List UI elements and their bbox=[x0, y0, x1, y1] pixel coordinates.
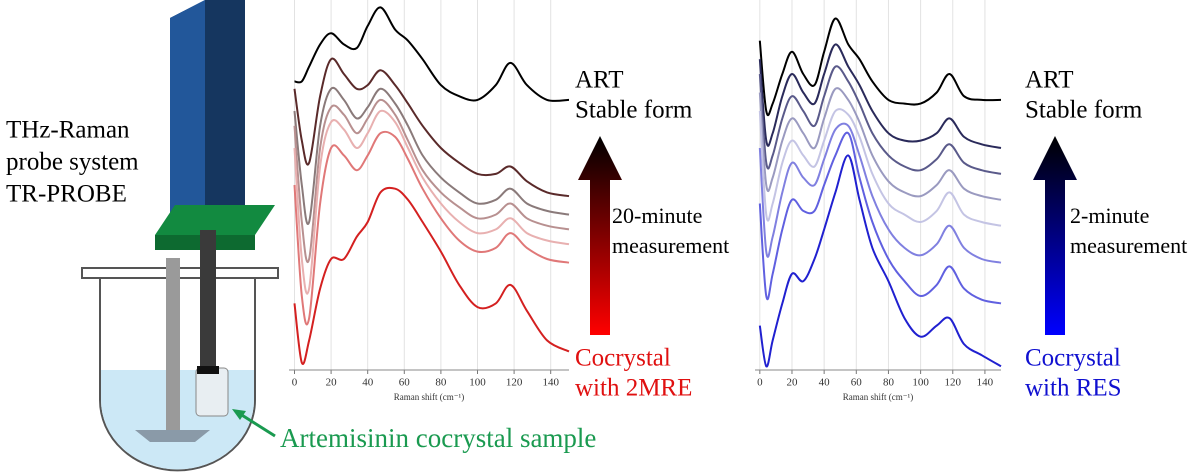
spectrum-line bbox=[758, 65, 1002, 175]
apparatus: THz-Raman probe system TR-PROBE Artemisi… bbox=[6, 0, 596, 472]
form-label: ART bbox=[1025, 67, 1074, 94]
x-tick-label: 40 bbox=[819, 377, 831, 389]
cocrystal-label: Cocrystal bbox=[575, 345, 671, 372]
spectrum-line bbox=[758, 131, 1002, 305]
spectrum-line bbox=[758, 87, 1002, 201]
x-tick-label: 140 bbox=[542, 377, 559, 389]
form-label: ART bbox=[575, 67, 624, 94]
x-tick-label: 120 bbox=[945, 377, 962, 389]
x-tick-label: 20 bbox=[786, 377, 798, 389]
time-arrow bbox=[578, 136, 622, 335]
x-tick-label: 120 bbox=[506, 377, 523, 389]
form-label: Stable form bbox=[1025, 97, 1143, 124]
spectrum-line bbox=[758, 43, 1002, 149]
x-tick-label: 0 bbox=[757, 377, 763, 389]
spectrum-line bbox=[758, 17, 1002, 117]
spectrum-line bbox=[758, 122, 1002, 264]
sample-label: Artemisinin cocrystal sample bbox=[280, 423, 596, 453]
time-arrow bbox=[1033, 136, 1077, 335]
time-label: measurement bbox=[612, 233, 729, 258]
x-tick-label: 100 bbox=[469, 377, 486, 389]
x-tick-label: 80 bbox=[435, 377, 447, 389]
spectrum-line bbox=[293, 86, 570, 226]
x-axis-label: Raman shift (cm⁻¹) bbox=[843, 392, 913, 402]
probe-label: TR-PROBE bbox=[6, 181, 127, 208]
x-tick-label: 60 bbox=[851, 377, 863, 389]
spectrum-line bbox=[758, 108, 1002, 227]
form-label: Stable form bbox=[575, 97, 693, 124]
time-label: measurement bbox=[1070, 233, 1187, 258]
probe-label: probe system bbox=[6, 149, 139, 176]
spectrum-line bbox=[293, 186, 570, 365]
spectrum-line bbox=[293, 109, 570, 295]
x-tick-label: 80 bbox=[883, 377, 895, 389]
x-tick-label: 20 bbox=[326, 377, 338, 389]
spectrum-line bbox=[293, 98, 570, 263]
spectrum-line bbox=[293, 57, 570, 198]
cocrystal-label: with 2MRE bbox=[575, 375, 692, 402]
spectrum-line bbox=[293, 130, 570, 326]
x-tick-label: 0 bbox=[292, 377, 298, 389]
x-tick-label: 40 bbox=[362, 377, 374, 389]
cocrystal-label: with RES bbox=[1025, 375, 1122, 402]
time-label: 2-minute bbox=[1070, 203, 1149, 228]
spectrum-line bbox=[758, 154, 1002, 368]
cocrystal-label: Cocrystal bbox=[1025, 345, 1121, 372]
time-label: 20-minute bbox=[612, 203, 702, 228]
x-tick-label: 140 bbox=[977, 377, 994, 389]
probe-label: THz-Raman bbox=[6, 117, 130, 144]
x-tick-label: 100 bbox=[912, 377, 929, 389]
spectrum-line bbox=[294, 6, 570, 102]
x-axis-label: Raman shift (cm⁻¹) bbox=[394, 392, 464, 402]
x-tick-label: 60 bbox=[399, 377, 411, 389]
